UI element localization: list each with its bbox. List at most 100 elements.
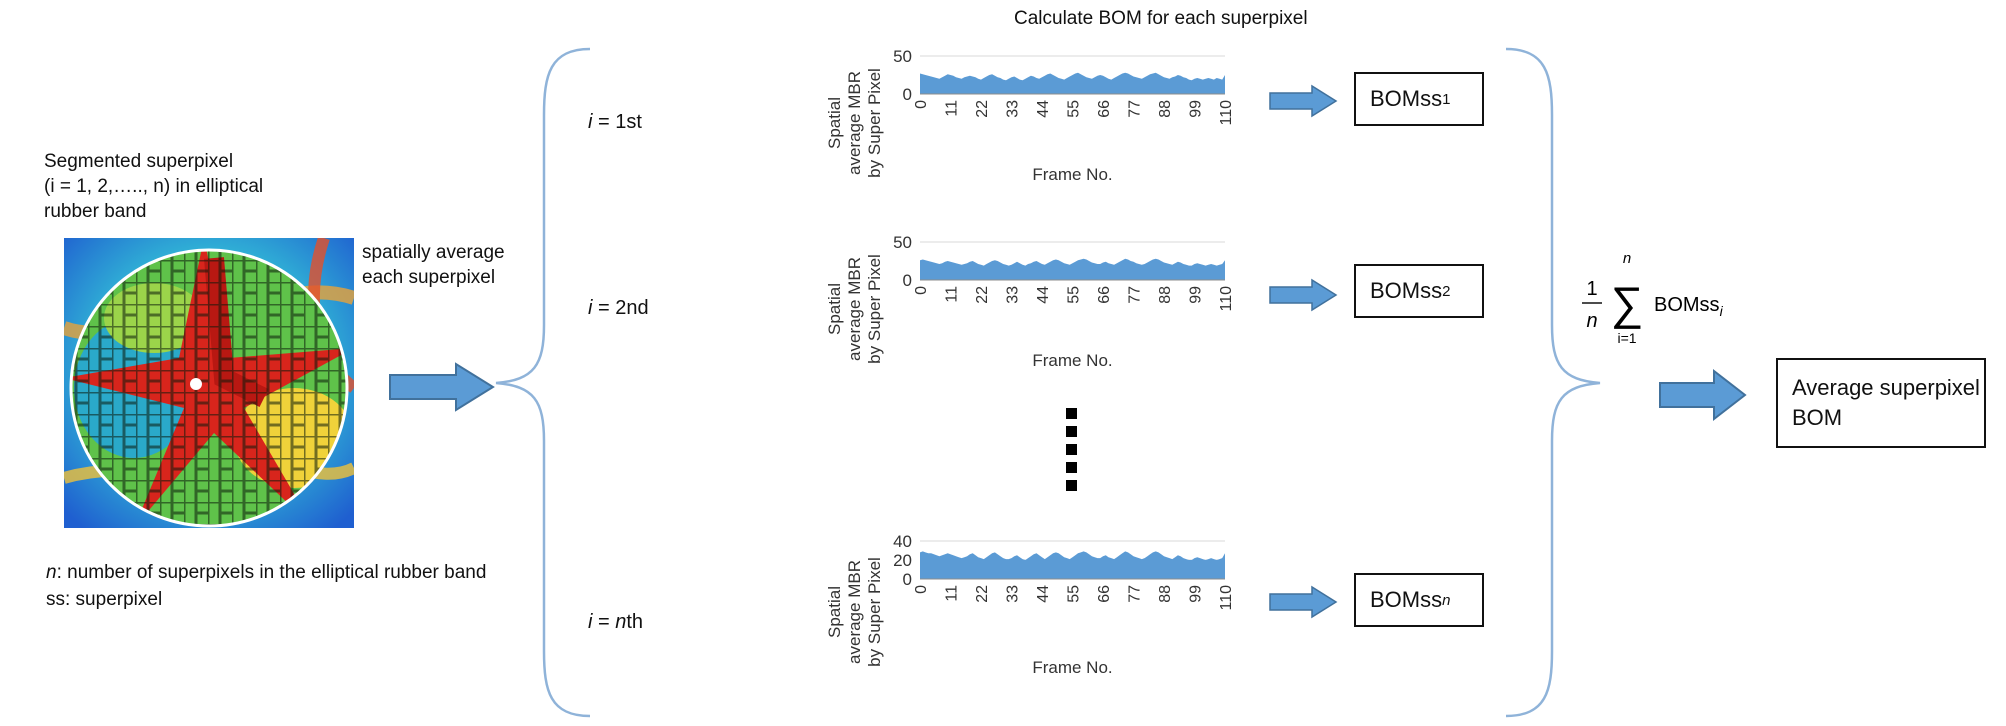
chart-xtick-label: 44: [1035, 100, 1052, 118]
chart-xtick-label: 0: [913, 100, 930, 109]
output-arrow-2-icon: [1269, 278, 1338, 312]
legend-n: n: number of superpixels in the elliptic…: [46, 560, 486, 585]
output-n-sub: n: [1442, 591, 1451, 609]
row-label-1: i = 1st: [588, 111, 642, 133]
chart-ytick-label: 0: [903, 271, 912, 290]
chart-ytick-label: 0: [903, 85, 912, 104]
chart-xtick-label: 33: [1005, 286, 1022, 304]
chart-xtick-label: 22: [974, 100, 991, 118]
chart-xtick-label: 99: [1188, 100, 1205, 118]
superpixel-heatmap-image: [64, 238, 354, 528]
chart-ytick-label: 50: [893, 234, 912, 252]
chart-ylabel-line: average MBR: [845, 257, 864, 361]
chart-ylabel-line: Spatial: [825, 283, 844, 335]
chart-xtick-label: 66: [1096, 100, 1113, 118]
chart-xtick-label: 110: [1218, 585, 1235, 611]
diagram-title: Calculate BOM for each superpixel: [1014, 8, 1308, 29]
caption-line-1: Segmented superpixel: [44, 151, 234, 172]
chart-ylabel-line: by Super Pixel: [865, 254, 884, 364]
chart-xtick-label: 66: [1096, 286, 1113, 304]
output-n-text: BOMss: [1370, 587, 1443, 612]
output-1-text: BOMss: [1370, 86, 1443, 111]
chart-xtick-label: 55: [1066, 286, 1083, 304]
formula-upper-limit: n: [1623, 250, 1631, 267]
right-curly-bracket: [1505, 47, 1601, 718]
output-box-1: BOMss 1: [1354, 72, 1484, 126]
chart-ylabel-line: average MBR: [845, 71, 864, 175]
spatial-average-arrow-icon: [389, 362, 495, 412]
chart-xtick-label: 77: [1127, 100, 1144, 118]
chart-xtick-label: 88: [1157, 100, 1174, 118]
bom-chart-2: 50 00 11 22 33 44 55 66 77 88 99 110 Frame No. Spatia…: [825, 234, 1235, 370]
chart-xtick-label: 77: [1127, 286, 1144, 304]
segmentation-caption: Segmented superpixel (i = 1, 2,….., n) i…: [44, 149, 263, 224]
chart-xtick-label: 88: [1157, 286, 1174, 304]
formula-lower-limit: i=1: [1617, 330, 1636, 346]
chart-ylabel-line: by Super Pixel: [865, 68, 884, 178]
result-line-1: Average superpixel: [1792, 375, 1980, 400]
spatial-average-line-2: each superpixel: [362, 267, 496, 288]
formula-numerator: 1: [1586, 278, 1597, 300]
caption-line-2: (i = 1, 2,….., n) in elliptical: [44, 176, 264, 197]
output-box-2: BOMss 2: [1354, 264, 1484, 318]
output-arrow-n-icon: [1269, 585, 1338, 619]
chart-xtick-label: 55: [1066, 100, 1083, 118]
spatial-average-label: spatially average each superpixel: [362, 240, 505, 290]
chart-ytick-label: 40: [893, 533, 912, 551]
chart-xlabel: Frame No.: [1032, 165, 1112, 184]
spatial-average-line-1: spatially average: [362, 242, 505, 263]
row-label-2: i = 2nd: [588, 297, 649, 319]
average-formula: 1 n n ∑ i=1 BOMssi: [1582, 250, 1724, 346]
chart-xtick-label: 66: [1096, 585, 1113, 603]
chart-xtick-label: 110: [1218, 286, 1235, 312]
output-2-sub: 2: [1442, 282, 1451, 300]
caption-line-3: rubber band: [44, 201, 147, 222]
formula-denominator: n: [1586, 310, 1597, 332]
chart-xtick-label: 33: [1005, 100, 1022, 118]
formula-term: BOMssi: [1654, 294, 1724, 319]
chart-xtick-label: 110: [1218, 100, 1235, 126]
chart-xtick-label: 99: [1188, 585, 1205, 603]
chart-xlabel: Frame No.: [1032, 351, 1112, 370]
row-label-n: i = nth: [588, 611, 644, 633]
chart-xtick-label: 77: [1127, 585, 1144, 603]
sum-sigma-icon: ∑: [1611, 277, 1644, 329]
chart-xtick-label: 99: [1188, 286, 1205, 304]
output-1-sub: 1: [1442, 90, 1451, 108]
chart-ytick-label: 50: [893, 48, 912, 66]
output-2-text: BOMss: [1370, 278, 1443, 303]
output-arrow-1-icon: [1269, 84, 1338, 118]
chart-xtick-label: 0: [913, 286, 930, 295]
chart-xtick-label: 11: [944, 100, 961, 117]
chart-xtick-label: 22: [974, 286, 991, 304]
legend-ss: ss: superpixel: [46, 589, 163, 610]
chart-ylabel-line: Spatial: [825, 586, 844, 638]
result-box: Average superpixel BOM: [1776, 358, 1986, 448]
chart-xtick-label: 55: [1066, 585, 1083, 603]
bom-chart-1: 50 00 11 22 33 44 55 66 77 88 99 110 Frame No. Spatia…: [825, 48, 1235, 184]
chart-ytick-label: 20: [893, 551, 912, 570]
legend-n-var: n: [46, 562, 57, 583]
chart-area-series: [920, 72, 1225, 94]
result-line-2: BOM: [1792, 405, 1843, 430]
chart-ylabel-line: by Super Pixel: [865, 557, 884, 667]
chart-xtick-label: 0: [913, 585, 930, 594]
chart-xlabel: Frame No.: [1032, 658, 1112, 677]
vertical-ellipsis-icon: [1066, 408, 1078, 491]
result-arrow-icon: [1659, 368, 1747, 422]
chart-xtick-label: 44: [1035, 585, 1052, 603]
chart-xtick-label: 88: [1157, 585, 1174, 603]
output-box-n: BOMss n: [1354, 573, 1484, 627]
chart-ytick-label: 0: [903, 570, 912, 589]
chart-xtick-label: 33: [1005, 585, 1022, 603]
chart-xtick-label: 11: [944, 585, 961, 602]
chart-xtick-label: 11: [944, 286, 961, 303]
left-curly-bracket: [495, 47, 591, 718]
chart-xtick-label: 22: [974, 585, 991, 603]
chart-area-series: [920, 551, 1225, 579]
chart-area-series: [920, 258, 1225, 280]
chart-xtick-label: 44: [1035, 286, 1052, 304]
chart-ylabel-line: Spatial: [825, 97, 844, 149]
legend-n-text: : number of superpixels in the elliptica…: [56, 562, 487, 583]
